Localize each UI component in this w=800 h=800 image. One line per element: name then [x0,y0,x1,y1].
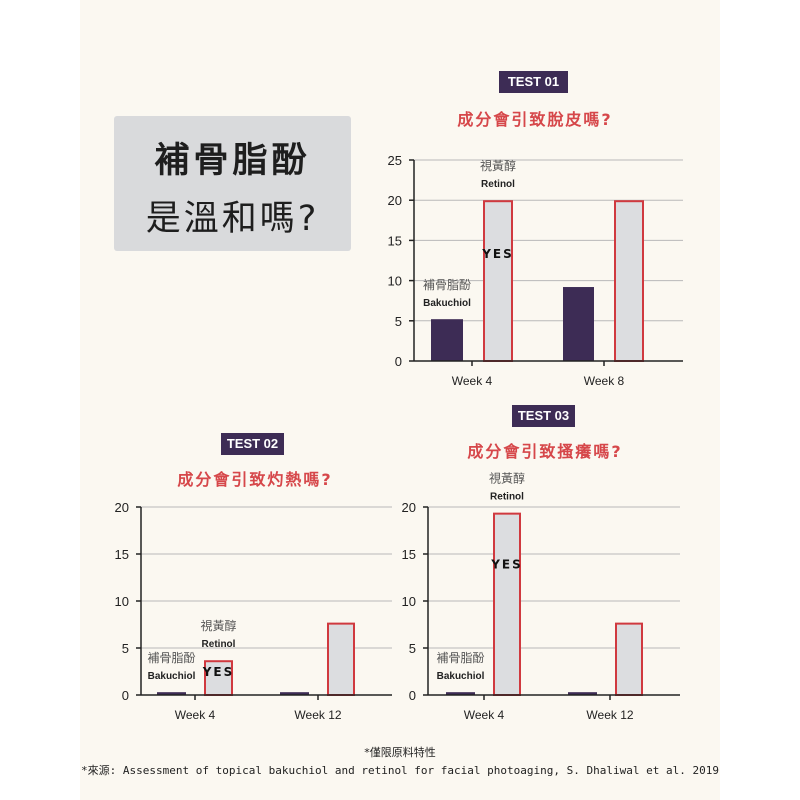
test03-question: 成分會引致搔癢嗎? [467,442,623,461]
heading-line2: 是溫和嗎? [145,199,320,239]
bar-bakuchiol [280,692,309,695]
bar-retinol [615,622,643,696]
series-label-retinol-zh: 視黃醇 [200,618,236,633]
series-label-retinol-en: Retinol [490,492,524,503]
series-label-retinol-zh: 視黃醇 [489,471,525,486]
x-tick-label: Week 8 [584,374,625,388]
y-tick-label: 25 [388,153,402,168]
y-tick-label: 15 [115,547,129,562]
heading-line1: 補骨脂酚 [154,141,311,181]
y-tick-label: 15 [388,233,402,248]
x-tick-label: Week 4 [175,708,216,722]
series-label-retinol-en: Retinol [202,639,236,650]
yes-annotation: YES [481,247,514,261]
bar-bakuchiol [431,319,463,361]
test01-badge: TEST 01 [499,71,568,93]
y-tick-label: 15 [402,547,416,562]
y-tick-label: 20 [388,193,402,208]
bar-bakuchiol [446,692,475,695]
bar-bakuchiol [157,692,186,695]
series-label-bakuchiol-zh: 補骨脂酚 [147,650,195,665]
series-label-bakuchiol-en: Bakuchiol [437,671,485,682]
x-tick-label: Week 4 [464,708,505,722]
series-label-retinol-zh: 視黃醇 [480,158,516,173]
series-label-bakuchiol-zh: 補骨脂酚 [436,650,484,665]
y-tick-label: 20 [115,500,129,515]
bar-retinol [204,660,233,696]
x-tick-label: Week 12 [294,708,341,722]
bar-retinol [493,512,521,697]
y-tick-label: 0 [409,688,416,703]
test02-question: 成分會引致灼熱嗎? [177,470,333,489]
series-label-bakuchiol-zh: 補骨脂酚 [423,277,471,292]
footer-note: *僅限原料特性 [364,746,436,759]
y-tick-label: 10 [115,594,129,609]
series-label-bakuchiol-en: Bakuchiol [423,298,471,309]
y-tick-label: 0 [122,688,129,703]
y-tick-label: 5 [395,314,402,329]
bar-bakuchiol [563,287,594,361]
bar-bakuchiol [568,692,597,695]
test03-badge: TEST 03 [512,405,575,427]
test02-badge: TEST 02 [221,433,284,455]
y-tick-label: 5 [122,641,129,656]
test01-question: 成分會引致脫皮嗎? [457,110,613,129]
heading-box: 補骨脂酚 是溫和嗎? [114,116,351,251]
footer-source: *來源: Assessment of topical bakuchiol and… [81,764,719,777]
y-tick-label: 10 [402,594,416,609]
yes-annotation: YES [202,665,235,679]
x-tick-label: Week 12 [586,708,633,722]
series-label-bakuchiol-en: Bakuchiol [148,671,196,682]
y-tick-label: 5 [409,641,416,656]
y-tick-label: 10 [388,274,402,289]
bar-retinol [327,622,355,696]
bar-retinol [614,200,644,362]
bar-retinol [483,200,513,362]
y-tick-label: 20 [402,500,416,515]
yes-annotation: YES [490,558,523,572]
x-tick-label: Week 4 [452,374,493,388]
y-tick-label: 0 [395,354,402,369]
series-label-retinol-en: Retinol [481,179,515,190]
